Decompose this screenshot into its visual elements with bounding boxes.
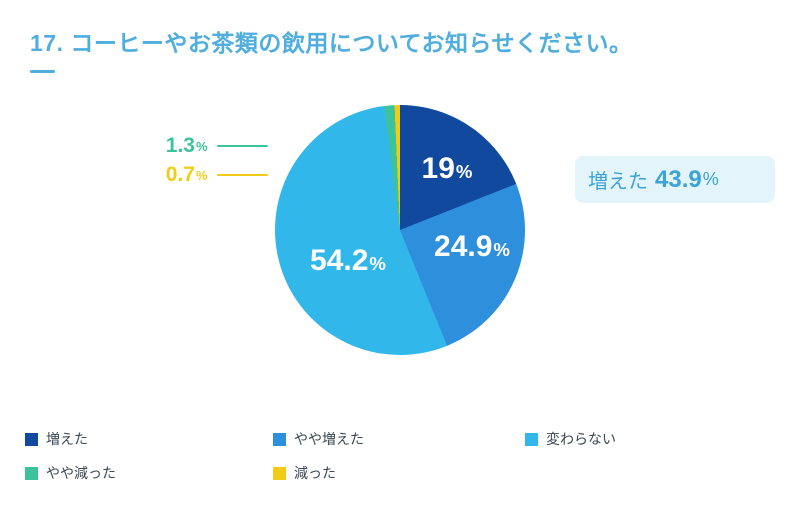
legend-item-slightly-increased: やや増えた	[273, 430, 525, 448]
legend-item-slightly-decreased: やや減った	[25, 464, 273, 482]
pie-label-value: 54.2	[310, 244, 369, 277]
pie-chart-area: 19% 24.9% 54.2%	[275, 105, 525, 355]
legend-item-decreased: 減った	[273, 464, 525, 482]
legend-item-unchanged: 変わらない	[525, 430, 775, 448]
pie-label-value: 24.9	[434, 230, 493, 263]
legend-label: やや増えた	[294, 431, 364, 447]
title-underline	[30, 70, 55, 73]
legend-label: 減った	[294, 465, 336, 481]
pie-label-unchanged: 54.2%	[310, 244, 386, 278]
legend-item-increased: 増えた	[25, 430, 273, 448]
legend-swatch	[273, 466, 286, 480]
percent-sign: %	[702, 169, 719, 189]
percent-sign: %	[493, 239, 510, 260]
pie-label-slightly-increased: 24.9%	[434, 230, 510, 264]
chart-legend: 増えた やや増えた 変わらない やや減った 減った	[25, 430, 775, 482]
legend-swatch	[25, 466, 38, 480]
summary-callout: 増えた 43.9 %	[575, 156, 775, 203]
side-label-value: 1.3	[165, 134, 195, 157]
percent-sign: %	[455, 161, 473, 182]
percent-sign: %	[369, 253, 386, 274]
legend-swatch	[25, 432, 38, 446]
legend-swatch	[525, 432, 538, 446]
pie-label-increased: 19%	[422, 152, 473, 186]
side-label-slightly-decreased: 1.3%	[148, 134, 268, 158]
legend-label: 変わらない	[546, 431, 616, 447]
side-label-value: 0.7	[165, 163, 195, 186]
leader-line	[216, 174, 268, 176]
legend-label: 増えた	[46, 431, 88, 447]
side-label-decreased: 0.7%	[148, 163, 268, 187]
percent-sign: %	[196, 167, 208, 183]
callout-label: 増えた	[588, 171, 648, 193]
callout-value: 43.9	[655, 165, 702, 193]
page-title: 17. コーヒーやお茶類の飲用についてお知らせください。	[30, 30, 633, 56]
pie[interactable]	[275, 105, 525, 355]
percent-sign: %	[196, 138, 208, 154]
leader-line	[216, 145, 268, 147]
pie-label-value: 19	[421, 152, 455, 185]
legend-label: やや減った	[46, 465, 116, 481]
legend-swatch	[273, 432, 286, 446]
